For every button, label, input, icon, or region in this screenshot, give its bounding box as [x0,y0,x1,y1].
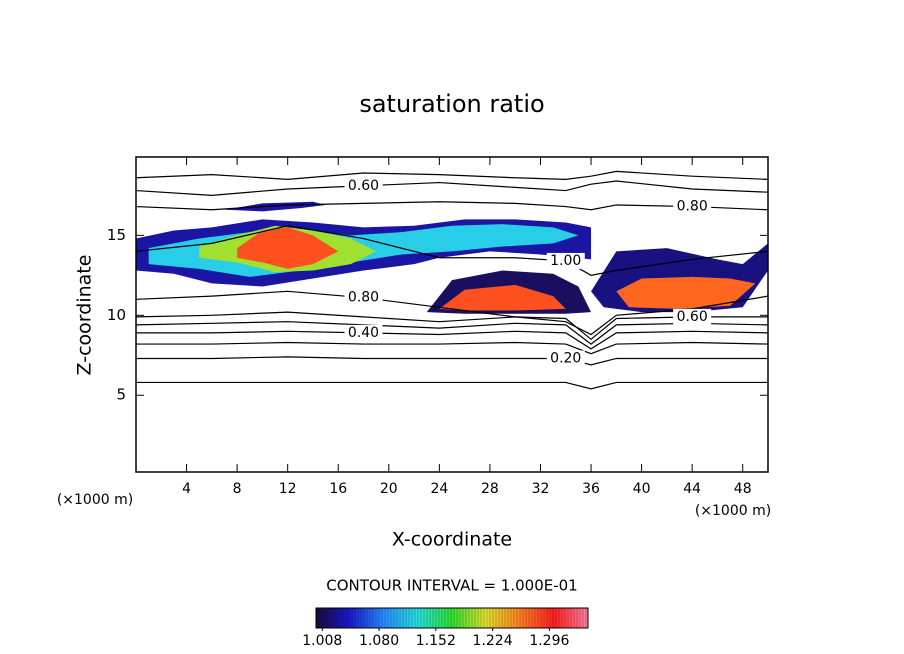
x-tick-label: 8 [233,481,242,497]
contour-label-bg [673,198,712,215]
contour-line [136,341,768,355]
colorbar-tick-label: 1.224 [473,633,513,649]
x-tick-label: 32 [532,481,550,497]
x-tick-label: 12 [279,481,297,497]
contour-label-bg [546,252,585,269]
contour-label: 1.00 [550,253,581,269]
x-tick-label: 4 [182,481,191,497]
x-unit-label: (×1000 m) [57,492,133,508]
contour-line [136,290,768,336]
chart-title: saturation ratio [359,90,544,118]
y-axis-label: Z-coordinate [74,255,96,376]
cloud-region [237,227,339,269]
contour-label-bg [344,289,383,306]
x-tick-label: 28 [481,481,499,497]
contour-label-bg [344,324,383,341]
x-tick-label: 44 [683,481,701,497]
contour-line [136,180,768,196]
x-tick-label: 16 [329,481,347,497]
x-tick-label: 20 [380,481,398,497]
x-tick-label: 40 [633,481,651,497]
x-unit-label: (×1000 m) [695,503,771,519]
contour-label: 0.60 [677,309,708,325]
x-tick-label: 48 [734,481,752,497]
contour-line [136,330,768,350]
x-tick-label: 24 [430,481,448,497]
x-tick-label: 36 [582,481,600,497]
plot-frame [135,156,769,473]
contour-label: 0.80 [677,199,708,215]
contour-label: 0.80 [348,290,379,306]
colorbar-tick-label: 1.296 [529,633,569,649]
contour-label: 0.20 [550,350,581,366]
contour-label-bg [546,350,585,367]
plot-layer [136,170,768,390]
contour-label-bg [673,308,712,325]
contour-label: 0.60 [348,178,379,194]
contour-line [136,356,768,366]
contour-line [136,170,768,180]
contour-line [136,225,768,276]
contour-line [136,201,768,211]
y-tick-label: 10 [107,306,126,324]
cloud-region [224,201,326,212]
x-axis-label: X-coordinate [392,529,512,551]
annotation: CONTOUR INTERVAL = 1.000E-01 [326,577,577,595]
colorbar-tick-label: 1.080 [359,633,399,649]
y-tick-label: 15 [107,226,126,244]
cloud-region [616,276,756,309]
colorbar-tick-label: 1.008 [302,633,342,649]
y-tick-label: 5 [116,386,126,404]
contour-label-bg [344,177,383,194]
contour-line [136,321,768,345]
contour-label: 0.40 [348,325,379,341]
colorbar-tick-label: 1.152 [416,633,456,649]
cloud-region [439,284,566,311]
contour-line [136,381,768,390]
colorbar [315,607,589,629]
